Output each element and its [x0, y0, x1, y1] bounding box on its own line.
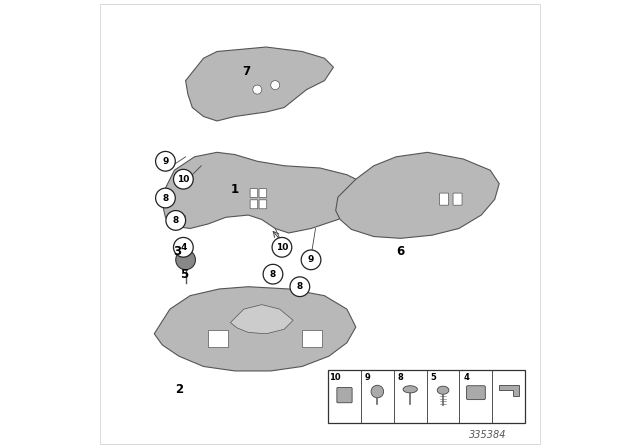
Polygon shape [336, 152, 499, 238]
Ellipse shape [403, 386, 417, 393]
Circle shape [263, 264, 283, 284]
Bar [328, 370, 525, 423]
FancyBboxPatch shape [259, 200, 267, 209]
Text: 5: 5 [430, 373, 436, 382]
Text: 8: 8 [397, 373, 403, 382]
Text: 10: 10 [276, 243, 288, 252]
Circle shape [166, 211, 186, 230]
Text: 10: 10 [329, 373, 340, 382]
Circle shape [156, 151, 175, 171]
Text: 9: 9 [163, 157, 168, 166]
Polygon shape [186, 47, 333, 121]
FancyBboxPatch shape [440, 193, 449, 205]
FancyBboxPatch shape [259, 189, 267, 198]
Bar [302, 330, 323, 347]
Circle shape [173, 237, 193, 257]
Circle shape [301, 250, 321, 270]
Text: 335384: 335384 [469, 430, 507, 439]
Text: 9: 9 [365, 373, 371, 382]
Circle shape [272, 237, 292, 257]
FancyBboxPatch shape [250, 200, 258, 209]
Text: 5: 5 [180, 267, 188, 281]
Bar [208, 330, 228, 347]
Text: 4: 4 [463, 373, 469, 382]
Text: 4: 4 [180, 243, 186, 252]
FancyBboxPatch shape [250, 189, 258, 198]
Text: 9: 9 [308, 255, 314, 264]
Text: 1: 1 [231, 182, 239, 196]
Circle shape [371, 385, 383, 398]
Circle shape [290, 277, 310, 297]
Text: 2: 2 [175, 383, 183, 396]
Circle shape [253, 85, 262, 94]
Text: 8: 8 [270, 270, 276, 279]
Circle shape [176, 250, 195, 270]
Polygon shape [499, 385, 518, 396]
Polygon shape [230, 305, 293, 334]
Circle shape [271, 81, 280, 90]
Circle shape [173, 169, 193, 189]
Circle shape [156, 188, 175, 208]
FancyBboxPatch shape [337, 388, 352, 403]
Text: 8: 8 [163, 194, 168, 202]
Text: 8: 8 [297, 282, 303, 291]
Text: 8: 8 [173, 216, 179, 225]
FancyBboxPatch shape [453, 193, 462, 205]
Text: 3: 3 [173, 245, 182, 258]
Text: 7: 7 [242, 65, 250, 78]
Text: 10: 10 [177, 175, 189, 184]
FancyBboxPatch shape [467, 386, 485, 400]
Text: 6: 6 [397, 245, 404, 258]
Polygon shape [154, 287, 356, 371]
Ellipse shape [437, 386, 449, 394]
Polygon shape [163, 152, 369, 233]
